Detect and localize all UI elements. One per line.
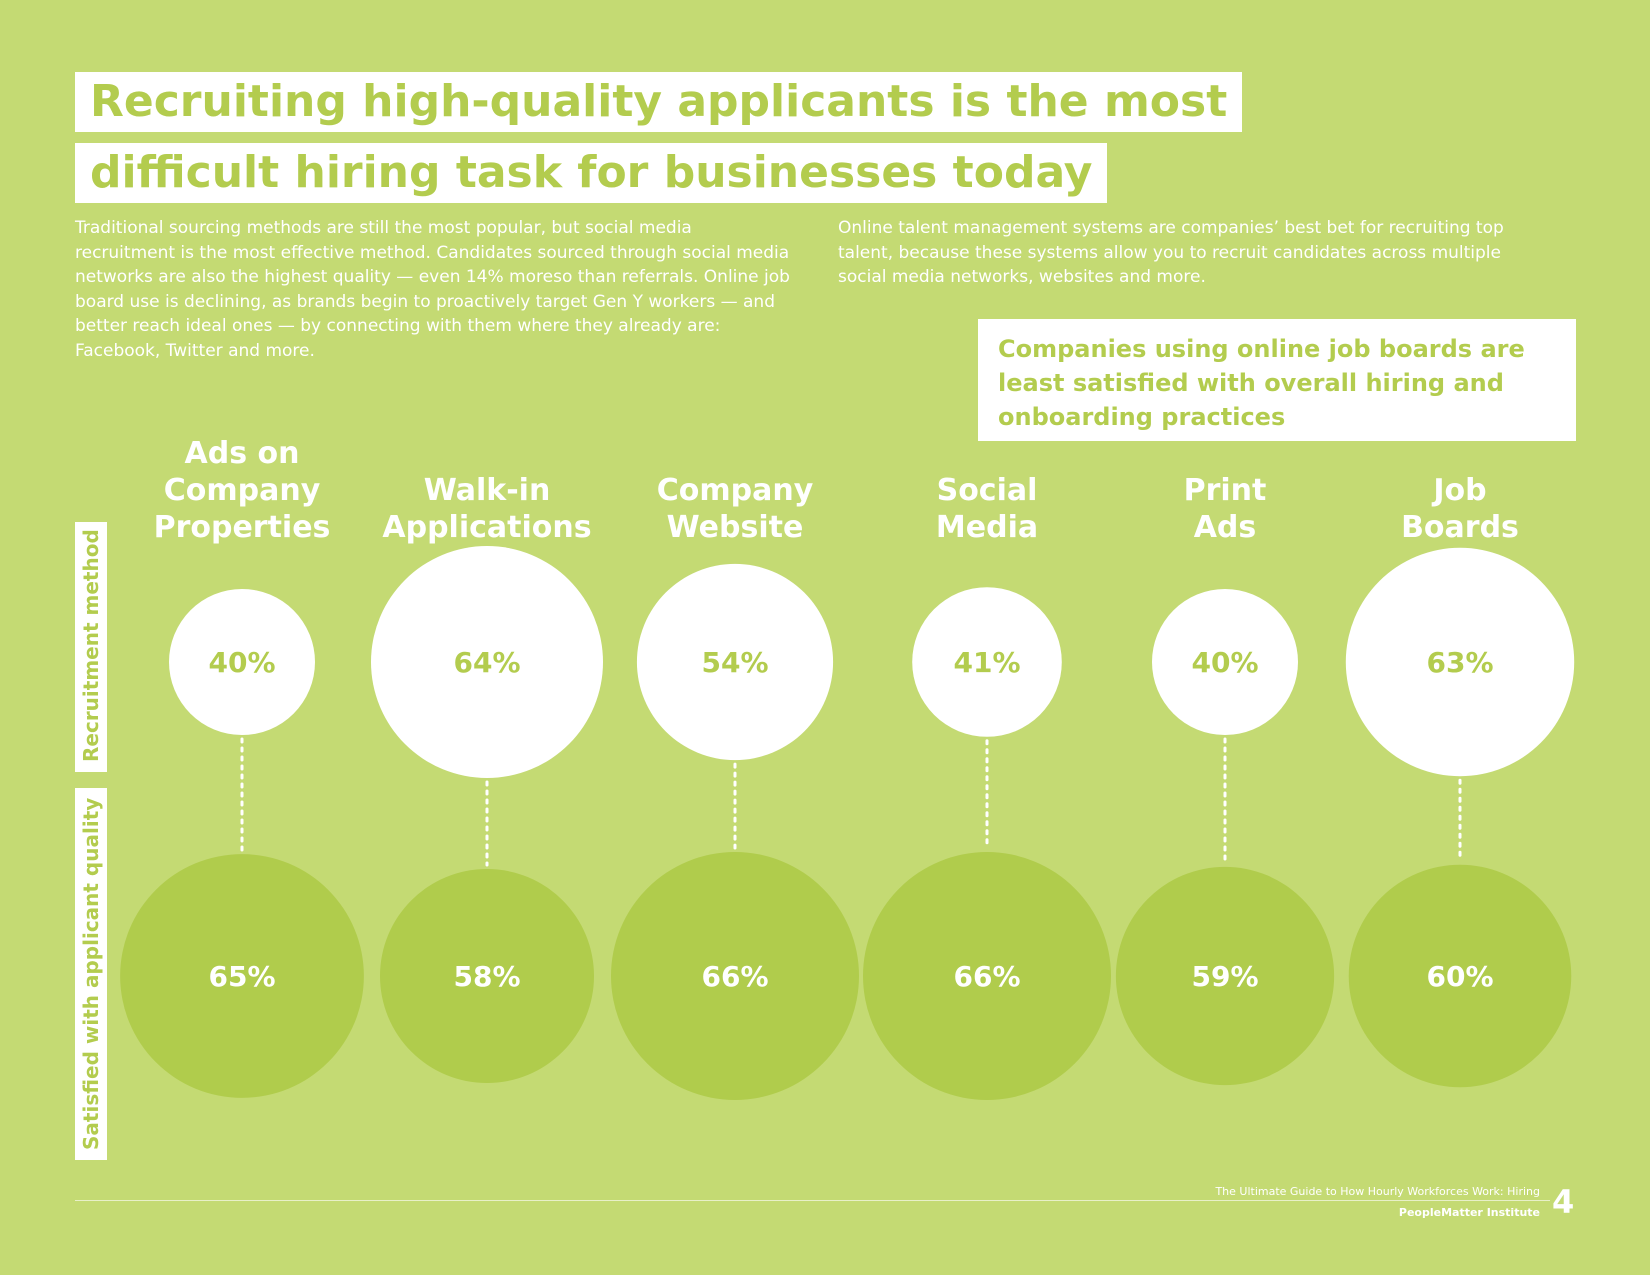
quality-value-label-3: 66% — [953, 960, 1020, 993]
category-label-3: Social Media — [857, 472, 1117, 546]
quality-value-label-0: 65% — [208, 960, 275, 993]
category-label-2: Company Website — [605, 472, 865, 546]
category-label-line: Walk-in — [423, 473, 551, 508]
category-label-line: Applications — [382, 510, 592, 545]
quality-value-label-1: 58% — [453, 960, 520, 993]
category-label-line: Company — [163, 473, 321, 508]
method-bubble-3 — [912, 587, 1062, 737]
category-label-line: Job — [1433, 473, 1487, 508]
method-bubble-4 — [1152, 589, 1298, 735]
method-value-label-4: 40% — [1191, 646, 1258, 679]
quality-bubble-1 — [380, 869, 594, 1083]
method-value-label-2: 54% — [701, 646, 768, 679]
method-value-label-5: 63% — [1426, 646, 1493, 679]
category-label-line: Boards — [1401, 510, 1519, 545]
method-value-label-0: 40% — [208, 646, 275, 679]
category-label-line: Website — [666, 510, 804, 545]
method-bubble-1 — [371, 546, 603, 778]
category-label-5: Job Boards — [1330, 472, 1590, 546]
method-bubble-2 — [636, 563, 834, 761]
quality-bubble-5 — [1348, 864, 1572, 1088]
footer-divider — [75, 1200, 1550, 1201]
method-value-label-3: 41% — [953, 646, 1020, 679]
quality-bubble-0 — [120, 854, 364, 1098]
intro-paragraph-left: Traditional sourcing methods are still t… — [75, 218, 790, 361]
page-title-line-2: difficult hiring task for businesses tod… — [75, 143, 1108, 203]
page-title-line-1: Recruiting high-quality applicants is th… — [75, 72, 1243, 132]
category-label-0: Ads on Company Properties — [112, 435, 372, 546]
method-bubble-0 — [169, 589, 315, 735]
quality-value-label-5: 60% — [1426, 960, 1493, 993]
category-label-line: Ads on — [184, 436, 300, 471]
callout-box: Companies using online job boards are le… — [978, 319, 1576, 441]
category-label-line: Ads — [1193, 510, 1257, 545]
quality-bubble-2 — [611, 852, 859, 1100]
page-number: 4 — [1552, 1183, 1575, 1221]
quality-value-label-4: 59% — [1191, 960, 1258, 993]
method-value-label-1: 64% — [453, 646, 520, 679]
quality-value-label-2: 66% — [701, 960, 768, 993]
method-bubble-5 — [1345, 547, 1575, 777]
category-label-1: Walk-in Applications — [357, 472, 617, 546]
category-label-line: Company — [656, 473, 814, 508]
intro-paragraph-right: Online talent management systems are com… — [838, 218, 1504, 287]
category-label-line: Print — [1183, 473, 1267, 508]
quality-bubble-3 — [863, 852, 1111, 1100]
footer-publisher: PeopleMatter Institute — [1398, 1206, 1540, 1219]
footer-guide-title: The Ultimate Guide to How Hourly Workfor… — [1215, 1185, 1540, 1198]
category-label-line: Media — [935, 510, 1039, 545]
category-label-line: Properties — [153, 510, 331, 545]
category-label-line: Social — [936, 473, 1038, 508]
category-label-4: Print Ads — [1095, 472, 1355, 546]
quality-bubble-4 — [1115, 866, 1335, 1086]
